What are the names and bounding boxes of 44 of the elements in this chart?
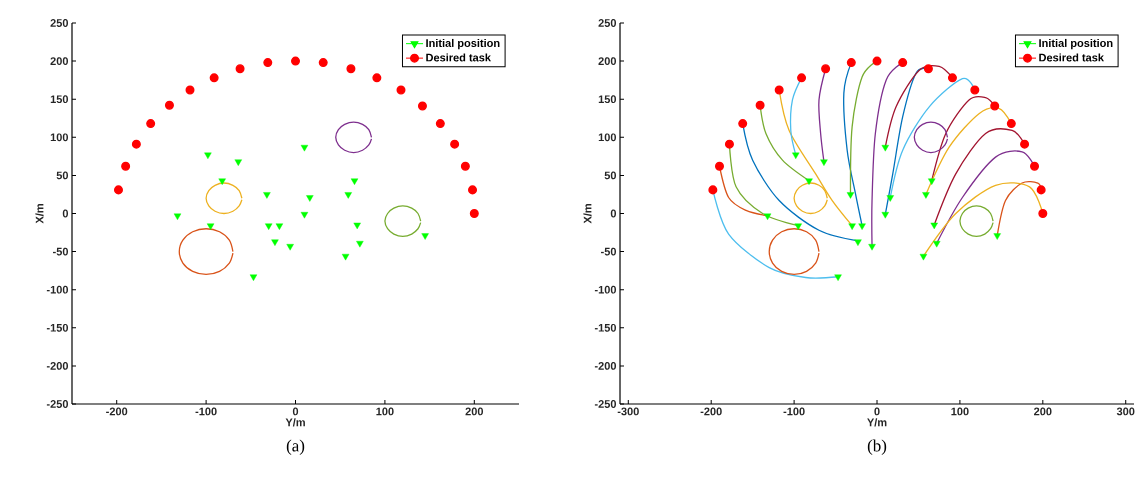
y-tick-label: -200 bbox=[594, 362, 617, 370]
y-tick-label: 0 bbox=[610, 209, 617, 218]
legend-label: Desired task bbox=[426, 53, 491, 62]
y-tick-label: 250 bbox=[598, 19, 617, 27]
y-tick-label: -250 bbox=[46, 400, 69, 408]
y-axis-title: X/m bbox=[583, 204, 592, 224]
x-tick-label: 300 bbox=[1116, 407, 1135, 416]
x-tick-label: -300 bbox=[617, 407, 639, 416]
y-tick-label: 100 bbox=[598, 133, 617, 142]
y-tick-label: -50 bbox=[601, 247, 617, 256]
y-tick-label: -150 bbox=[594, 323, 617, 332]
x-tick-label: 0 bbox=[874, 407, 880, 416]
y-tick-label: 50 bbox=[56, 171, 69, 180]
legend-label: Desired task bbox=[1039, 53, 1104, 62]
text: (a) bbox=[286, 439, 305, 455]
y-tick-label: -50 bbox=[52, 247, 69, 256]
x-tick-label: -100 bbox=[195, 407, 217, 416]
text: (b) bbox=[867, 439, 887, 455]
x-tick-label: 200 bbox=[465, 407, 484, 416]
x-tick-label: 200 bbox=[1034, 407, 1052, 416]
y-tick-label: -100 bbox=[594, 285, 617, 294]
x-tick-label: -200 bbox=[106, 407, 128, 416]
x-tick-label: 100 bbox=[951, 407, 969, 416]
x-axis-title: Y/m bbox=[285, 418, 305, 427]
y-tick-label: 200 bbox=[50, 57, 69, 65]
x-tick-label: -100 bbox=[783, 407, 805, 416]
y-tick-label: 150 bbox=[598, 95, 617, 104]
legend-label: Initial position bbox=[1039, 38, 1113, 50]
y-tick-label: 100 bbox=[50, 133, 69, 142]
x-tick-label: 0 bbox=[292, 407, 299, 416]
y-tick-label: 50 bbox=[604, 171, 617, 180]
y-tick-label: 200 bbox=[598, 57, 617, 65]
y-axis-title: X/m bbox=[35, 204, 44, 224]
y-tick-label: -250 bbox=[594, 400, 617, 408]
y-tick-label: -100 bbox=[46, 285, 69, 294]
y-tick-label: -150 bbox=[46, 323, 69, 332]
legend-label: Initial position bbox=[426, 38, 500, 50]
y-tick-label: 250 bbox=[50, 19, 69, 27]
y-tick-label: 150 bbox=[50, 95, 69, 104]
y-tick-label: 0 bbox=[62, 209, 69, 218]
y-tick-label: -200 bbox=[46, 362, 69, 370]
x-tick-label: 100 bbox=[376, 407, 394, 416]
x-axis-title: Y/m bbox=[867, 418, 887, 427]
x-tick-label: -200 bbox=[700, 407, 722, 416]
